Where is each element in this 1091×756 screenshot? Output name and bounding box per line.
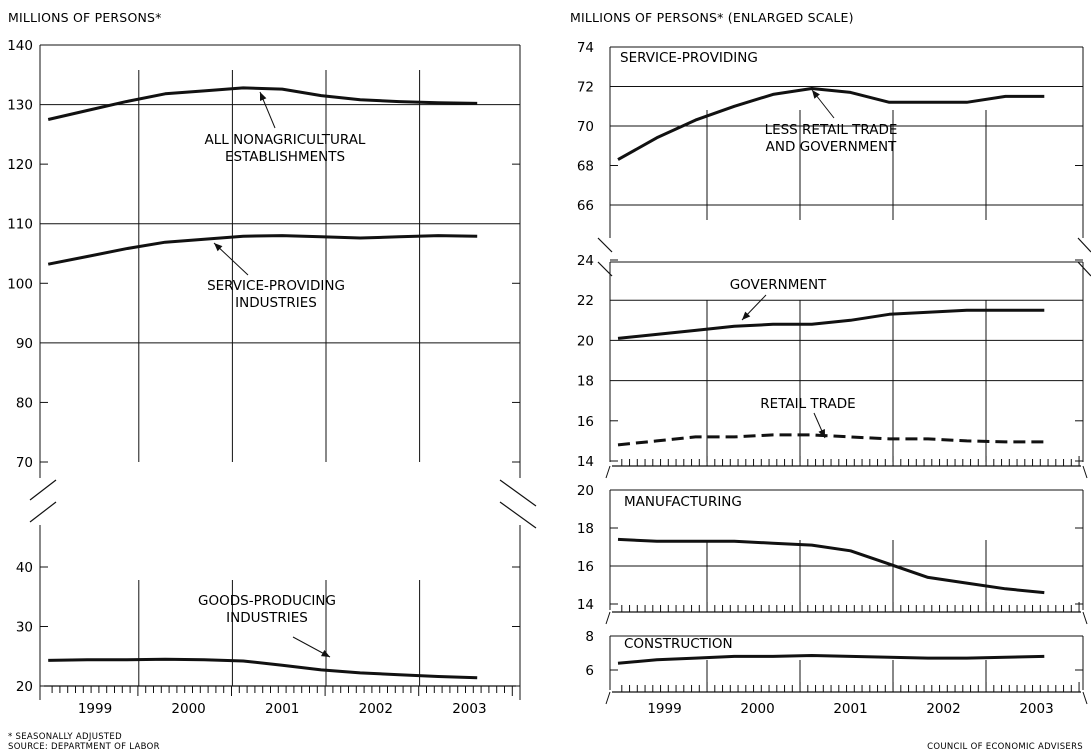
panel-gov-axis-end-left: [605, 465, 611, 479]
left-title: MILLIONS OF PERSONS*: [8, 10, 162, 25]
panel-gov-ytick-label-22: 22: [577, 293, 594, 309]
panel-service-ytick-label-74: 74: [577, 40, 594, 56]
label-less-retail-gov-line1: LESS RETAIL TRADE: [765, 122, 898, 138]
panel-construction-axis-end-right: [1082, 691, 1088, 705]
ytick-label-20: 20: [16, 679, 33, 695]
series-line-goods-producing-industries: [48, 657, 478, 680]
ytick-label-30: 30: [16, 620, 33, 636]
panel-gov-ytick-label-24: 24: [577, 253, 594, 269]
label-less-retail-gov-arrowhead: [812, 90, 820, 99]
label-less-retail-gov-line2: AND GOVERNMENT: [766, 139, 897, 155]
panel-manufacturing-axis-end-left: [605, 611, 611, 625]
panel-gov-ytick-label-20: 20: [577, 333, 594, 349]
label-all-nonagricultural-arrowhead: [260, 92, 267, 101]
panel-manufacturing-ytick-label-14: 14: [577, 597, 594, 613]
series-line-retail-trade: [617, 433, 1045, 447]
right-title: MILLIONS OF PERSONS* (ENLARGED SCALE): [570, 10, 854, 25]
panel-manufacturing-axis-end-right: [1082, 611, 1088, 625]
footnote-source: SOURCE: DEPARTMENT OF LABOR: [8, 742, 160, 752]
label-goods-producing-industries-line1: GOODS-PRODUCING: [198, 593, 336, 609]
label-all-nonagricultural-line2: ESTABLISHMENTS: [225, 149, 345, 165]
panel-service-break-left: [597, 237, 613, 253]
panel-construction-axis-end-left: [605, 691, 611, 705]
axis-break-left-a: [29, 479, 57, 501]
ytick-label-90: 90: [16, 336, 33, 352]
ytick-label-70: 70: [16, 455, 33, 471]
series-line-manufacturing: [617, 537, 1045, 595]
right-xtick-label-2002: 2002: [926, 701, 960, 717]
series-line-government: [617, 308, 1045, 340]
ytick-label-110: 110: [7, 217, 33, 233]
series-line-service-providing-industries: [47, 234, 478, 266]
xtick-label-2000: 2000: [171, 701, 205, 717]
axis-break-right-a: [499, 479, 537, 507]
panel-service-ytick-label-72: 72: [577, 80, 594, 96]
label-retail-trade-arrowhead: [818, 429, 825, 438]
panel-manufacturing-ytick-label-20: 20: [577, 483, 594, 499]
label-service-providing-industries-line1: SERVICE-PROVIDING: [207, 278, 345, 294]
credit: COUNCIL OF ECONOMIC ADVISERS: [927, 742, 1083, 752]
panel-service-ytick-label-70: 70: [577, 119, 594, 135]
label-goods-producing-industries-arrowhead: [321, 650, 330, 657]
axis-break-right-b: [499, 501, 537, 529]
panel-service-break-right-2: [1077, 261, 1091, 277]
label-government-arrowhead: [742, 311, 751, 320]
ytick-label-120: 120: [7, 157, 33, 173]
xtick-label-2001: 2001: [265, 701, 299, 717]
label-all-nonagricultural-line1: ALL NONAGRICULTURAL: [205, 132, 366, 148]
label-service-providing-industries-arrowhead: [214, 243, 223, 252]
label-goods-producing-industries-line2: INDUSTRIES: [226, 610, 308, 626]
panel-service-break-right: [1077, 237, 1091, 253]
panel-manufacturing-ytick-label-16: 16: [577, 559, 594, 575]
right-xtick-label-2003: 2003: [1019, 701, 1053, 717]
axis-break-left-b: [29, 501, 57, 523]
ytick-label-40: 40: [16, 560, 33, 576]
ytick-label-80: 80: [16, 395, 33, 411]
right-xtick-label-2001: 2001: [833, 701, 867, 717]
panel-gov-ytick-label-18: 18: [577, 374, 594, 390]
panel-gov-ytick-label-14: 14: [577, 454, 594, 470]
panel-construction-ytick-label-8: 8: [585, 629, 594, 645]
panel-construction-title: CONSTRUCTION: [624, 636, 733, 652]
panel-construction-ytick-label-6: 6: [585, 663, 594, 679]
series-line-less-retail-trade-and-government: [617, 87, 1045, 161]
chart-marks: 70 80 90 100 110 120 130 140 20 30 40 1999 2000 2001 2…: [7, 38, 1091, 717]
xtick-label-2002: 2002: [359, 701, 393, 717]
series-line-construction: [617, 654, 1045, 665]
label-government: GOVERNMENT: [730, 277, 827, 293]
panel-gov-ytick-label-16: 16: [577, 414, 594, 430]
label-service-providing-industries-line2: INDUSTRIES: [235, 295, 317, 311]
panel-service-ytick-label-66: 66: [577, 198, 594, 214]
xtick-label-2003: 2003: [452, 701, 486, 717]
series-line-all-nonagricultural-establishments: [47, 86, 478, 121]
panel-gov-axis-end-right: [1082, 465, 1088, 479]
right-xtick-label-1999: 1999: [647, 701, 681, 717]
footnote-seasonal: * SEASONALLY ADJUSTED: [8, 732, 122, 742]
ytick-label-130: 130: [7, 98, 33, 114]
ytick-label-140: 140: [7, 38, 33, 54]
panel-manufacturing-title: MANUFACTURING: [624, 494, 742, 510]
panel-manufacturing-ytick-label-18: 18: [577, 521, 594, 537]
panel-service-title: SERVICE-PROVIDING: [620, 50, 758, 66]
ytick-label-100: 100: [7, 276, 33, 292]
label-retail-trade: RETAIL TRADE: [760, 396, 855, 412]
panel-service-ytick-label-68: 68: [577, 159, 594, 175]
right-xtick-label-2000: 2000: [740, 701, 774, 717]
xtick-label-1999: 1999: [78, 701, 112, 717]
